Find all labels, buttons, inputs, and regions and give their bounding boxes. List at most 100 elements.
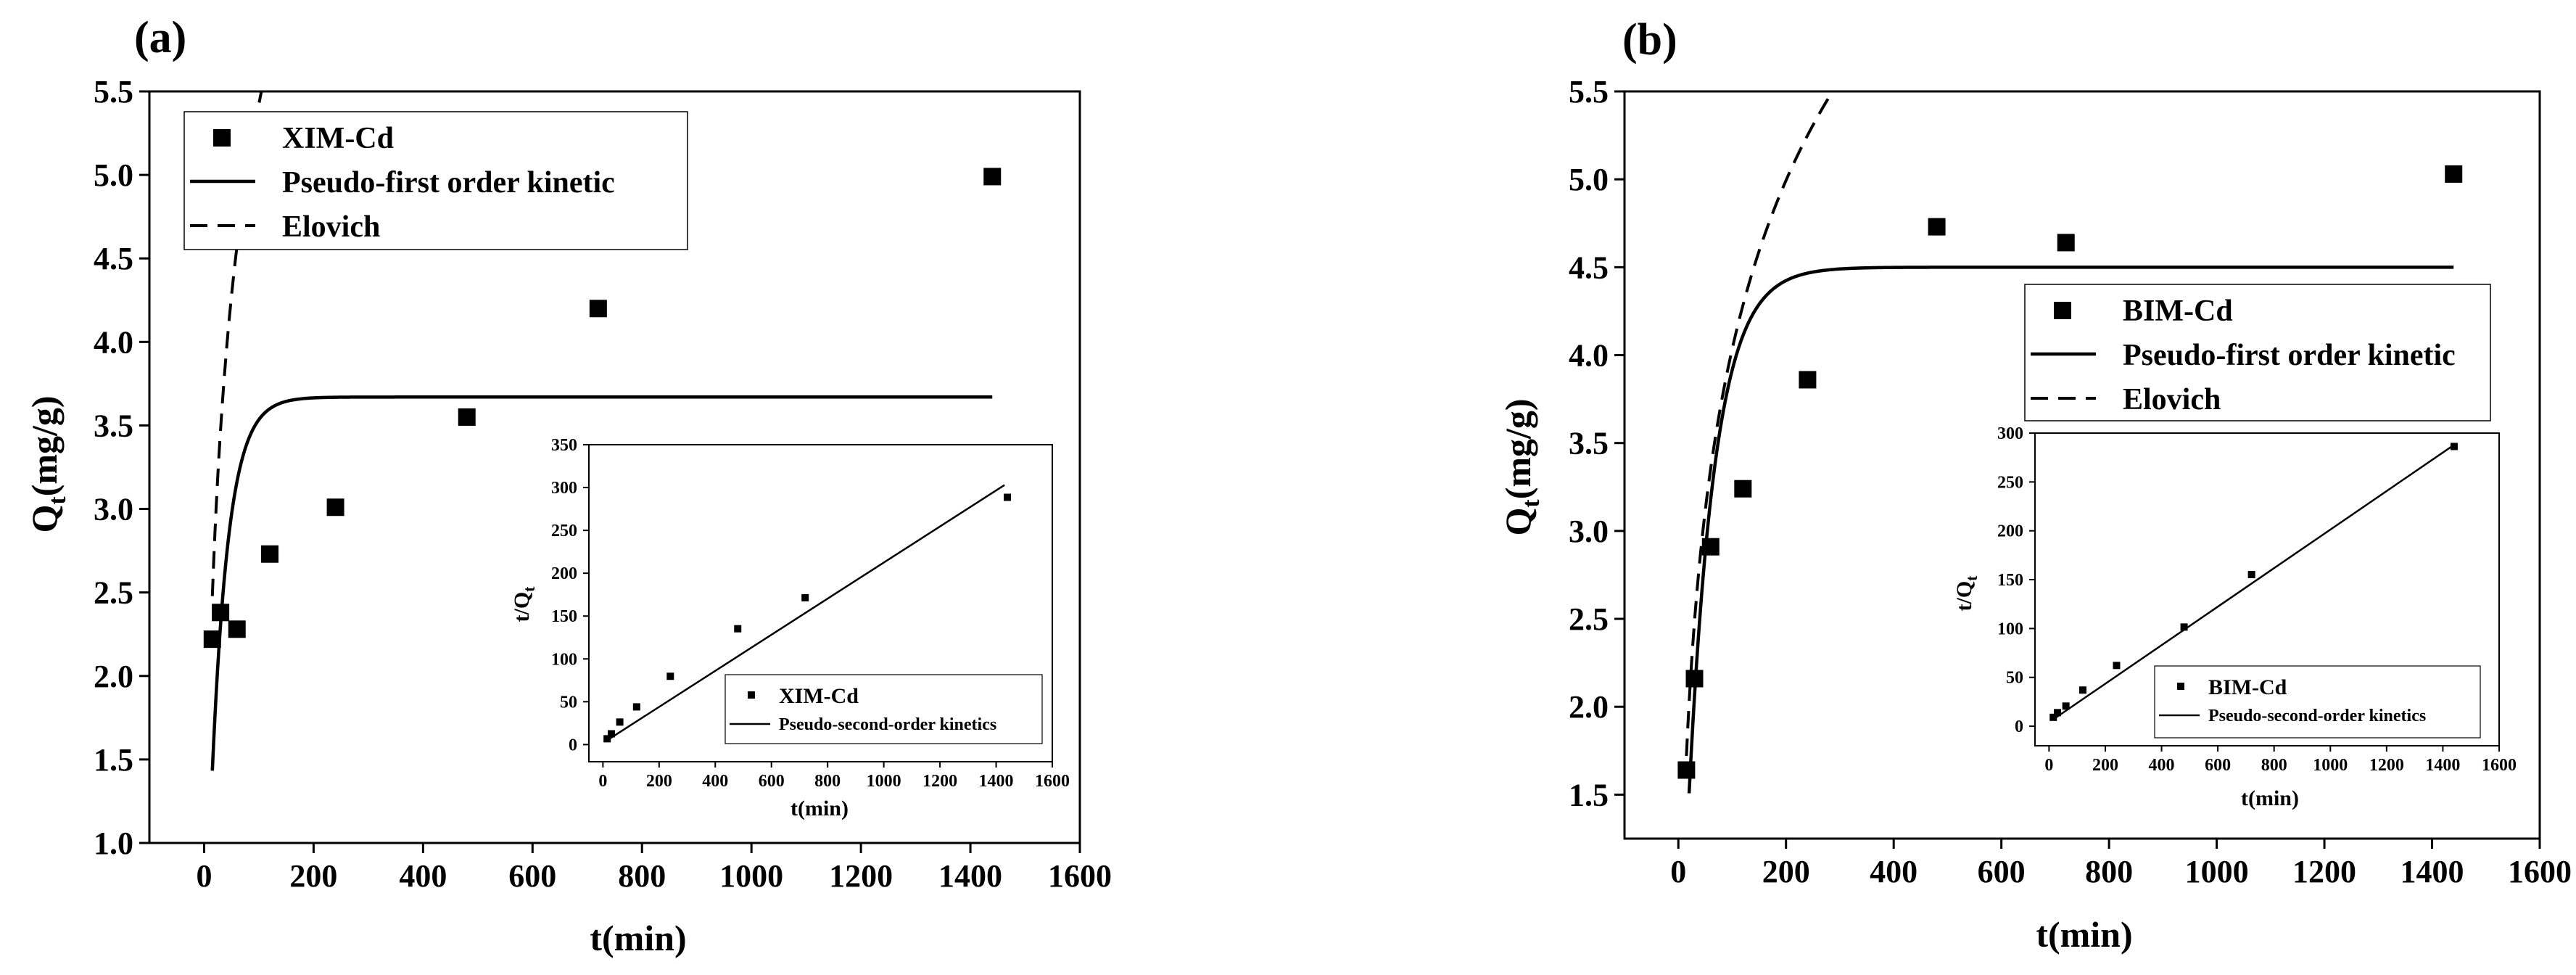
inset-ytick-label: 150 xyxy=(1997,571,2023,590)
main-frame xyxy=(148,90,1081,844)
inset-data-point xyxy=(632,703,640,711)
panel-label: (b) xyxy=(1622,15,1677,65)
data-point xyxy=(458,408,476,426)
inset-data-point xyxy=(2247,571,2255,579)
data-point xyxy=(1928,218,1946,236)
inset-ytick-label: 150 xyxy=(551,607,577,626)
inset-xtick-label: 1200 xyxy=(2369,756,2404,775)
inset-data-point xyxy=(2450,443,2458,451)
y-axis-label-main: Q xyxy=(24,505,65,533)
legend-marker-points xyxy=(213,129,231,147)
inset-ytick-label: 50 xyxy=(2006,669,2023,688)
main-xtick-label: 1000 xyxy=(2185,854,2249,889)
pseudo-first-order-curve xyxy=(1687,266,2454,794)
main-ytick-label: 3.0 xyxy=(94,492,133,527)
main-ytick-label: 5.0 xyxy=(94,157,133,193)
main-ytick-label: 3.0 xyxy=(1569,514,1609,549)
inset-data-point xyxy=(603,735,611,743)
inset-xtick-label: 200 xyxy=(646,772,672,791)
inset-data-point xyxy=(1004,493,1012,501)
inset-legend-marker-points xyxy=(2177,683,2184,690)
main-ytick-label: 2.0 xyxy=(94,659,133,694)
data-point xyxy=(326,498,344,517)
main-ytick-label: 3.5 xyxy=(1569,426,1609,461)
main-xtick-label: 1600 xyxy=(2508,854,2572,889)
inset-fit-line xyxy=(2052,444,2455,720)
main-ytick-label: 5.0 xyxy=(1569,162,1609,197)
inset-ytick-label: 300 xyxy=(551,479,577,498)
x-axis-label: t(min) xyxy=(590,918,686,958)
main-xtick-label: 1000 xyxy=(719,858,783,894)
inset-xtick-label: 1600 xyxy=(2482,756,2517,775)
inset-y-axis-label: t/Qt xyxy=(1952,575,1981,612)
inset-xtick-label: 600 xyxy=(2205,756,2231,775)
data-point xyxy=(1685,670,1704,688)
inset-data-point xyxy=(2054,709,2062,717)
main-ytick-label: 1.0 xyxy=(94,826,133,861)
inset-xtick-label: 800 xyxy=(2261,756,2287,775)
legend-label-elovich: Elovich xyxy=(2123,383,2221,416)
inset-data-point xyxy=(734,625,742,633)
main-xtick-label: 800 xyxy=(2085,854,2133,889)
inset-xtick-label: 1600 xyxy=(1035,772,1070,791)
inset-y-axis-label-main: t/Q xyxy=(1952,581,1976,612)
main-xtick-label: 1200 xyxy=(2292,854,2356,889)
pseudo-first-order-curve xyxy=(210,395,993,771)
inset-fit-line xyxy=(606,484,1005,741)
data-point xyxy=(1677,761,1696,779)
inset-xtick-label: 600 xyxy=(759,772,785,791)
main-xtick-label: 800 xyxy=(618,858,666,894)
inset-ytick-label: 50 xyxy=(560,693,577,712)
data-point xyxy=(1734,480,1752,498)
main-ytick-label: 4.5 xyxy=(1569,250,1609,285)
inset-xtick-label: 1400 xyxy=(2425,756,2460,775)
inset-ytick-label: 200 xyxy=(551,564,577,583)
y-axis-label: Qt(mg/g) xyxy=(1498,398,1545,535)
data-point xyxy=(212,604,230,622)
inset-xtick-label: 1400 xyxy=(979,772,1014,791)
inset-ytick-label: 0 xyxy=(2015,717,2023,736)
inset-xtick-label: 200 xyxy=(2092,756,2118,775)
inset-data-point xyxy=(607,730,615,738)
inset-data-point xyxy=(801,593,809,601)
x-axis-label: t(min) xyxy=(2036,914,2132,955)
y-axis-label-sub: t xyxy=(1518,499,1545,508)
inset-ytick-label: 300 xyxy=(1997,424,2023,443)
main-ytick-label: 2.0 xyxy=(1569,689,1609,725)
inset-data-point xyxy=(2049,713,2057,721)
main-xtick-label: 1400 xyxy=(2400,854,2464,889)
inset-xtick-label: 800 xyxy=(814,772,841,791)
inset-legend-label-points: BIM-Cd xyxy=(2208,675,2287,699)
main-xtick-label: 1400 xyxy=(938,858,1002,894)
panel-label: (a) xyxy=(134,13,186,62)
inset-legend-label-points: XIM-Cd xyxy=(779,684,859,708)
data-point xyxy=(983,168,1002,186)
main-ytick-label: 5.5 xyxy=(1569,74,1609,110)
inset-y-axis-label-sub: t xyxy=(1962,575,1981,581)
inset-data-point xyxy=(2113,662,2121,670)
legend-label-elovich: Elovich xyxy=(282,210,380,244)
inset-y-axis-label: t/Qt xyxy=(510,586,538,622)
legend-label-pfo: Pseudo-first order kinetic xyxy=(2123,339,2456,372)
inset-data-point xyxy=(2180,623,2188,631)
inset-ytick-label: 100 xyxy=(1997,620,2023,638)
inset-y-axis-label-main: t/Q xyxy=(510,592,534,622)
inset-legend-marker-points xyxy=(748,691,755,699)
inset-legend-label-fit: Pseudo-second-order kinetics xyxy=(779,715,996,734)
inset-x-axis-label: t(min) xyxy=(790,797,849,820)
main-ytick-label: 1.5 xyxy=(94,742,133,778)
main-ytick-label: 2.5 xyxy=(94,575,133,611)
data-point xyxy=(203,630,221,649)
main-frame xyxy=(1623,90,2541,840)
inset-chart: 0 200 400 600 800 1000 1200 1400 1600 0 50 100 150 20… xyxy=(510,436,1070,820)
chart-panel-a: (a)0 200 400 600 800 1000 1200 1400 16001.01.52.… xyxy=(24,13,1112,958)
inset-legend-box xyxy=(2154,665,2481,739)
main-xtick-label: 200 xyxy=(289,858,337,894)
data-point xyxy=(228,620,246,638)
inset-legend-label-fit: Pseudo-second-order kinetics xyxy=(2208,707,2426,725)
inset-frame xyxy=(2034,432,2500,746)
inset-y-axis-label-sub: t xyxy=(520,586,538,592)
data-point xyxy=(589,300,607,318)
legend-label-points: XIM-Cd xyxy=(282,122,394,155)
